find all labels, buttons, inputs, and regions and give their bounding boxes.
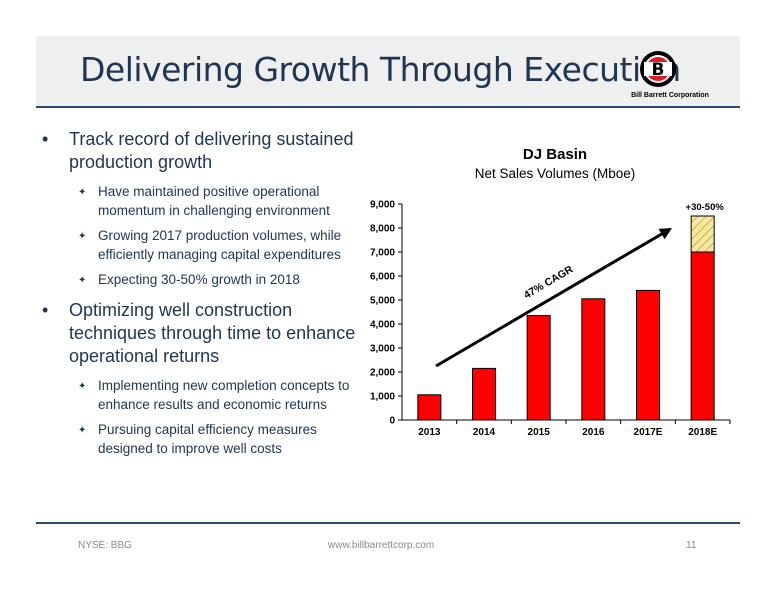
y-tick-label: 1,000 bbox=[370, 392, 395, 403]
y-tick-label: 5,000 bbox=[370, 296, 395, 307]
sub-bullet-text: Growing 2017 production volumes, while e… bbox=[98, 228, 342, 262]
bar-2014 bbox=[472, 367, 496, 421]
sub-bullet-text: Have maintained positive operational mom… bbox=[98, 184, 330, 218]
y-tick-label: 4,000 bbox=[370, 320, 395, 331]
upside-label: +30-50% bbox=[686, 202, 725, 213]
sub-bullet-text: Implementing new completion concepts to … bbox=[98, 378, 350, 412]
footer-rule bbox=[36, 522, 740, 524]
bullet-glyph: • bbox=[42, 129, 49, 149]
footer-ticker: NYSE: BBG bbox=[78, 540, 132, 551]
y-tick-label: 9,000 bbox=[370, 200, 395, 211]
bullet-list: • Track record of delivering sustained p… bbox=[40, 128, 370, 464]
company-logo: B Bill Barrett Corporation bbox=[616, 48, 726, 99]
sub-bullet-item: ✦ Have maintained positive operational m… bbox=[40, 182, 370, 220]
x-tick-label: 2018E bbox=[688, 427, 717, 438]
bar-2016 bbox=[581, 298, 606, 421]
page-number: 11 bbox=[686, 540, 697, 551]
y-tick-label: 3,000 bbox=[370, 344, 395, 355]
bar-2013 bbox=[417, 394, 442, 421]
y-tick-label: 7,000 bbox=[370, 248, 395, 259]
y-tick-label: 6,000 bbox=[370, 272, 395, 283]
y-tick-label: 8,000 bbox=[370, 224, 395, 235]
sub-bullet-item: ✦ Implementing new completion concepts t… bbox=[40, 376, 370, 414]
sub-bullet-item: ✦ Pursuing capital efficiency measures d… bbox=[40, 420, 370, 458]
x-tick-label: 2015 bbox=[528, 427, 551, 438]
sub-bullet-item: ✦ Growing 2017 production volumes, while… bbox=[40, 226, 370, 264]
bullet-glyph: • bbox=[42, 300, 49, 320]
bullet-item: • Optimizing well construction technique… bbox=[40, 299, 370, 368]
x-tick-label: 2014 bbox=[473, 427, 496, 438]
sub-bullet-glyph: ✦ bbox=[78, 187, 87, 198]
logo-letter: B bbox=[652, 60, 665, 80]
sub-bullet-glyph: ✦ bbox=[78, 425, 87, 436]
sub-bullet-glyph: ✦ bbox=[78, 381, 87, 392]
bullet-text: Track record of delivering sustained pro… bbox=[69, 129, 354, 172]
footer-website[interactable]: www.billbarrettcorp.com bbox=[328, 540, 435, 551]
bar-2015 bbox=[526, 315, 551, 421]
production-bar-chart: 0 1,000 2,000 3,000 4,000 5,000 6,000 7,000 8,00… bbox=[370, 200, 731, 438]
sub-bullet-text: Expecting 30-50% growth in 2018 bbox=[98, 272, 300, 287]
y-tick-label: 2,000 bbox=[370, 368, 395, 379]
bar-2018E bbox=[690, 251, 715, 421]
bar-2017E bbox=[636, 289, 660, 421]
x-tick-label: 2017E bbox=[634, 427, 663, 438]
slide-title: Delivering Growth Through Execution bbox=[80, 50, 681, 89]
cagr-arrowhead-icon bbox=[658, 228, 672, 240]
y-tick-label: 0 bbox=[389, 416, 395, 427]
logo-mark-icon: B bbox=[640, 51, 676, 87]
bullet-item: • Track record of delivering sustained p… bbox=[40, 128, 370, 174]
x-tick-label: 2013 bbox=[418, 427, 441, 438]
logo-company-name: Bill Barrett Corporation bbox=[631, 92, 709, 99]
sub-bullet-glyph: ✦ bbox=[78, 231, 87, 242]
cagr-label: 47% CAGR bbox=[522, 263, 576, 301]
bullet-text: Optimizing well construction techniques … bbox=[69, 300, 356, 366]
chart-title: DJ Basin bbox=[522, 146, 588, 163]
sub-bullet-item: ✦ Expecting 30-50% growth in 2018 bbox=[40, 270, 370, 289]
sub-bullet-glyph: ✦ bbox=[78, 275, 87, 286]
cagr-arrow-line bbox=[435, 230, 667, 368]
x-tick-label: 2016 bbox=[582, 427, 605, 438]
chart-subtitle: Net Sales Volumes (Mboe) bbox=[474, 166, 636, 181]
slide-header: Delivering Growth Through Execution B Bi… bbox=[36, 36, 740, 108]
bar-upside-2018E bbox=[690, 215, 715, 253]
sub-bullet-text: Pursuing capital efficiency measures des… bbox=[98, 422, 317, 456]
